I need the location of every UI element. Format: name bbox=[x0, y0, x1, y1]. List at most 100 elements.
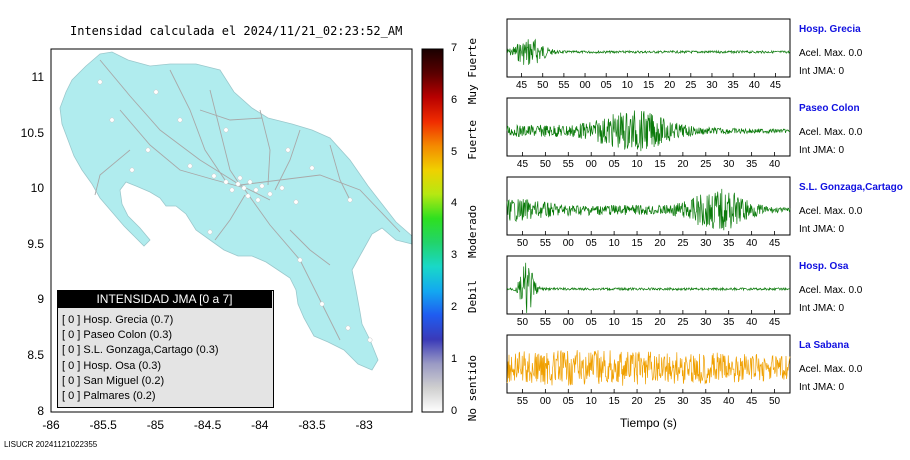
waveform-tick-label: 05 bbox=[585, 238, 597, 249]
station-name: La Sabana bbox=[799, 340, 850, 351]
waveform-frame bbox=[506, 255, 791, 315]
legend-item: [ 0 ] Palmares (0.2) bbox=[62, 390, 156, 402]
waveform-tick-label: 40 bbox=[723, 396, 735, 407]
waveform-tick-label: 50 bbox=[537, 80, 549, 91]
waveform-tick-label: 20 bbox=[631, 396, 643, 407]
station-jma-intensity: Int JMA: 0 bbox=[799, 303, 845, 314]
waveform-tick-label: 30 bbox=[677, 396, 689, 407]
waveform-tick-label: 40 bbox=[746, 317, 758, 328]
waveform-tick-label: 55 bbox=[539, 317, 551, 328]
waveform-tick-label: 45 bbox=[769, 80, 781, 91]
waveform-tick-label: 25 bbox=[700, 159, 712, 170]
waveform-tick-label: 00 bbox=[585, 159, 597, 170]
waveform-tick-label: 35 bbox=[727, 80, 739, 91]
waveform-tick-label: 10 bbox=[631, 159, 643, 170]
waveform-tick-label: 30 bbox=[700, 238, 712, 249]
waveform-tick-label: 25 bbox=[654, 396, 666, 407]
waveform-tick-label: 55 bbox=[539, 238, 551, 249]
waveform-tick-label: 10 bbox=[585, 396, 597, 407]
map-y-tick: 9 bbox=[37, 292, 44, 307]
map-y-tick: 10 bbox=[30, 181, 44, 196]
station-max-accel: Acel. Max. 0.0 bbox=[799, 364, 863, 375]
waveform-tick-label: 50 bbox=[516, 238, 529, 249]
waveform-trace bbox=[506, 110, 791, 152]
waveform-tick-label: 20 bbox=[664, 80, 676, 91]
legend-item: [ 0 ] Paseo Colon (0.3) bbox=[62, 329, 173, 342]
station-name: S.L. Gonzaga,Cartago bbox=[799, 182, 903, 193]
legend-item: [ 0 ] S.L. Gonzaga,Cartago (0.3) bbox=[62, 344, 219, 357]
waveform-tick-label: 15 bbox=[631, 317, 643, 328]
station-jma-intensity: Int JMA: 0 bbox=[799, 382, 845, 393]
waveform-trace bbox=[506, 262, 791, 314]
map-title: Intensidad calculada el 2024/11/21_02:23… bbox=[70, 24, 403, 38]
station-jma-intensity: Int JMA: 0 bbox=[799, 145, 845, 156]
map-x-tick: -86 bbox=[42, 418, 60, 432]
colorbar-tick: 5 bbox=[451, 145, 458, 158]
waveform-tick-label: 10 bbox=[621, 80, 633, 91]
waveform-tick-label: 45 bbox=[746, 396, 758, 407]
waveform-tick-label: 00 bbox=[539, 396, 551, 407]
colorbar-tick: 1 bbox=[451, 353, 458, 366]
station-jma-intensity: Int JMA: 0 bbox=[799, 224, 845, 235]
station-name: Paseo Colon bbox=[799, 103, 860, 114]
map-x-tick: -85.5 bbox=[89, 418, 117, 432]
waveform-tick-label: 25 bbox=[685, 80, 697, 91]
waveform-tick-label: 45 bbox=[516, 80, 528, 91]
waveform-tick-label: 55 bbox=[516, 396, 529, 407]
waveform-tick-label: 30 bbox=[700, 317, 712, 328]
waveform-tick-label: 35 bbox=[746, 159, 758, 170]
waveform-tick-label: 35 bbox=[723, 238, 735, 249]
waveform-tick-label: 45 bbox=[516, 159, 529, 170]
station-max-accel: Acel. Max. 0.0 bbox=[799, 285, 863, 296]
station-name: Hosp. Osa bbox=[799, 261, 849, 272]
colorbar-tick: 6 bbox=[451, 93, 458, 106]
waveform-trace bbox=[506, 188, 791, 231]
legend-item: [ 0 ] Hosp. Grecia (0.7) bbox=[62, 314, 174, 326]
waveform-tick-label: 20 bbox=[677, 159, 689, 170]
waveform-tick-label: 05 bbox=[608, 159, 620, 170]
map-y-tick: 9.5 bbox=[27, 236, 44, 251]
map-x-tick: -83.5 bbox=[298, 418, 326, 432]
map-x-tick: -84 bbox=[251, 418, 269, 432]
map-x-tick: -85 bbox=[146, 418, 165, 432]
waveform-tick-label: 45 bbox=[768, 238, 781, 249]
waveform-frame bbox=[506, 97, 791, 157]
map-x-tick: -84.5 bbox=[193, 418, 222, 432]
waveform-tick-label: 55 bbox=[562, 159, 574, 170]
station-name: Hosp. Grecia bbox=[799, 24, 861, 35]
station-max-accel: Acel. Max. 0.0 bbox=[799, 206, 863, 217]
waveform-tick-label: 15 bbox=[654, 159, 666, 170]
waveform-frame bbox=[506, 18, 791, 78]
waveform-tick-label: 20 bbox=[654, 238, 666, 249]
colorbar-tick: 4 bbox=[451, 197, 458, 210]
waveform-tick-label: 00 bbox=[579, 80, 591, 91]
map-x-tick: -83 bbox=[355, 418, 373, 432]
waveform-trace bbox=[506, 350, 791, 386]
costa-rica-land bbox=[59, 51, 413, 371]
waveform-tick-label: 40 bbox=[768, 159, 781, 170]
waveform-tick-label: 10 bbox=[608, 317, 620, 328]
legend-title: INTENSIDAD JMA [0 a 7] bbox=[57, 290, 272, 308]
station-max-accel: Acel. Max. 0.0 bbox=[799, 127, 863, 138]
waveform-tick-label: 40 bbox=[746, 238, 758, 249]
waveform-tick-label: 15 bbox=[642, 80, 655, 91]
colorbar-tick: 2 bbox=[451, 301, 458, 314]
waveform-tick-label: 50 bbox=[516, 317, 529, 328]
waveform-tick-label: 50 bbox=[539, 159, 551, 170]
map-y-tick: 8 bbox=[37, 403, 44, 418]
waveform-tick-label: 25 bbox=[677, 317, 689, 328]
waveform-tick-label: 05 bbox=[585, 317, 597, 328]
map-y-tick: 11 bbox=[31, 70, 44, 84]
waveform-tick-label: 10 bbox=[608, 238, 620, 249]
legend-item: [ 0 ] Hosp. Osa (0.3) bbox=[62, 359, 162, 372]
waveform-tick-label: 15 bbox=[631, 238, 643, 249]
waveform-tick-label: 50 bbox=[768, 396, 781, 407]
waveform-tick-label: 40 bbox=[748, 80, 760, 91]
waveform-tick-label: 45 bbox=[768, 317, 781, 328]
waveform-tick-label: 00 bbox=[562, 317, 574, 328]
waveform-tick-label: 00 bbox=[562, 238, 574, 249]
waveform-tick-label: 30 bbox=[706, 80, 718, 91]
waveform-tick-label: 30 bbox=[723, 159, 735, 170]
colorbar-tick: 0 bbox=[451, 405, 458, 417]
